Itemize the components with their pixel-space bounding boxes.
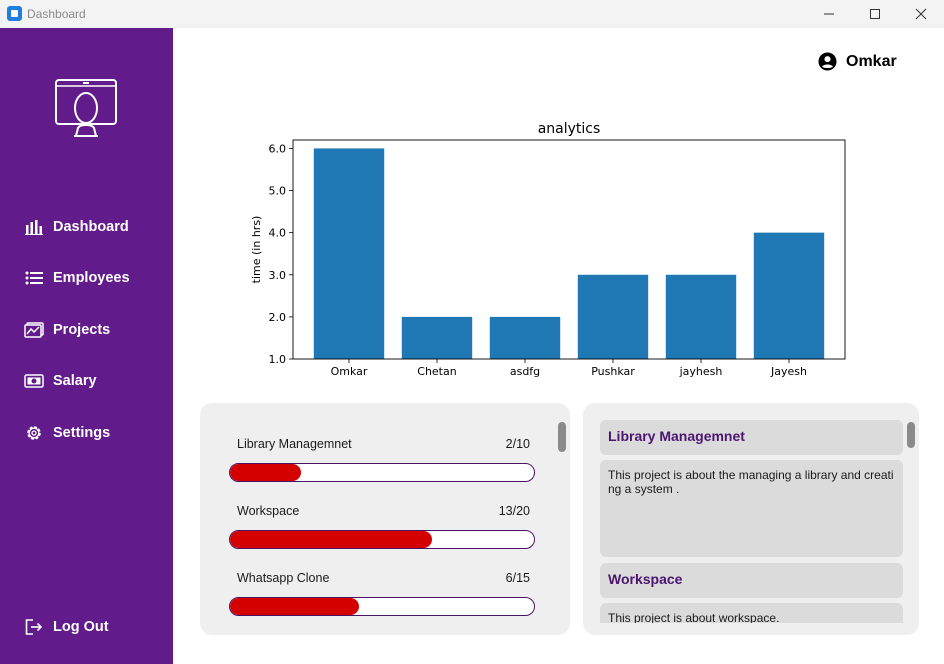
logout-icon (24, 617, 44, 637)
progress-fill (230, 531, 433, 548)
bar-chart-icon (24, 217, 44, 237)
monitor-user-icon (55, 79, 117, 137)
progress-fill (230, 598, 360, 615)
chart-bar (489, 316, 561, 359)
user-profile[interactable]: Omkar (818, 52, 897, 71)
progress-fill (230, 464, 302, 481)
window-title: Dashboard (27, 7, 86, 21)
x-tick-label: Jayesh (770, 365, 807, 378)
analytics-chart: analytics time (in hrs) Omkar Chetan asdfg Pu… (250, 121, 846, 378)
y-tick-label: 6.0 (269, 142, 287, 155)
x-tick-label: Pushkar (591, 365, 635, 378)
chart-title: analytics (538, 121, 601, 137)
minimize-icon (824, 13, 834, 15)
close-button[interactable] (898, 0, 944, 28)
progress-bar (229, 463, 535, 482)
maximize-button[interactable] (852, 0, 898, 28)
progress-title: Library Managemnet (237, 437, 352, 451)
description-text: This project is about workspace. (600, 603, 903, 623)
y-tick-label: 4.0 (269, 227, 287, 240)
description-text: This project is about the managing a lib… (600, 460, 903, 557)
progress-title: Workspace (237, 504, 300, 518)
x-tick-label: jayhesh (679, 365, 723, 378)
close-icon (915, 8, 927, 20)
gear-icon (24, 423, 44, 443)
descriptions-list: Library Managemnet This project is about… (600, 420, 903, 623)
y-axis-label: time (in hrs) (250, 216, 263, 284)
sidebar-item-label: Dashboard (53, 219, 129, 235)
chart-bar (577, 274, 649, 359)
progress-bar (229, 530, 535, 549)
title-bar: Dashboard (0, 0, 944, 28)
progress-count: 13/20 (498, 504, 530, 518)
progress-scrollbar[interactable] (558, 422, 566, 452)
money-icon (24, 371, 44, 391)
project-descriptions-panel: Library Managemnet This project is about… (583, 403, 919, 635)
sidebar-item-projects[interactable]: Projects (24, 318, 110, 342)
sidebar-item-label: Employees (53, 270, 130, 286)
description-title: Workspace (600, 563, 903, 598)
chart-frame (292, 139, 846, 360)
progress-bar (229, 597, 535, 616)
list-icon (24, 268, 44, 288)
logout-label: Log Out (53, 619, 109, 635)
progress-count: 2/10 (505, 437, 530, 451)
chart-bar (401, 316, 473, 359)
app-icon (7, 6, 22, 21)
descriptions-scrollbar[interactable] (907, 422, 915, 448)
description-title: Library Managemnet (600, 420, 903, 455)
minimize-button[interactable] (806, 0, 852, 28)
maximize-icon (870, 9, 880, 19)
project-progress-panel: Library Managemnet 2/10 Workspace 13/20 … (200, 403, 570, 635)
projects-icon (24, 320, 44, 340)
sidebar-item-dashboard[interactable]: Dashboard (24, 215, 129, 239)
x-tick-label: asdfg (510, 365, 540, 378)
x-tick-label: Omkar (331, 365, 368, 378)
y-tick-label: 5.0 (269, 185, 287, 198)
chart-bar (665, 274, 737, 359)
progress-count: 6/15 (505, 571, 530, 585)
y-tick-label: 1.0 (269, 353, 287, 366)
sidebar-item-label: Settings (53, 425, 111, 441)
y-tick-label: 2.0 (269, 311, 287, 324)
chart-bar (753, 232, 825, 359)
user-circle-icon (818, 52, 837, 71)
y-tick-label: 3.0 (269, 269, 287, 282)
sidebar-item-settings[interactable]: Settings (24, 421, 110, 445)
chart-bar (313, 148, 385, 359)
sidebar: Dashboard Employees Projects Salary Sett… (0, 28, 173, 664)
logout-button[interactable]: Log Out (24, 615, 109, 639)
sidebar-item-label: Salary (53, 373, 97, 389)
sidebar-item-label: Projects (53, 322, 111, 338)
sidebar-item-employees[interactable]: Employees (24, 266, 130, 290)
sidebar-item-salary[interactable]: Salary (24, 369, 97, 393)
progress-title: Whatsapp Clone (237, 571, 330, 585)
user-name: Omkar (846, 52, 897, 70)
x-tick-label: Chetan (417, 365, 456, 378)
